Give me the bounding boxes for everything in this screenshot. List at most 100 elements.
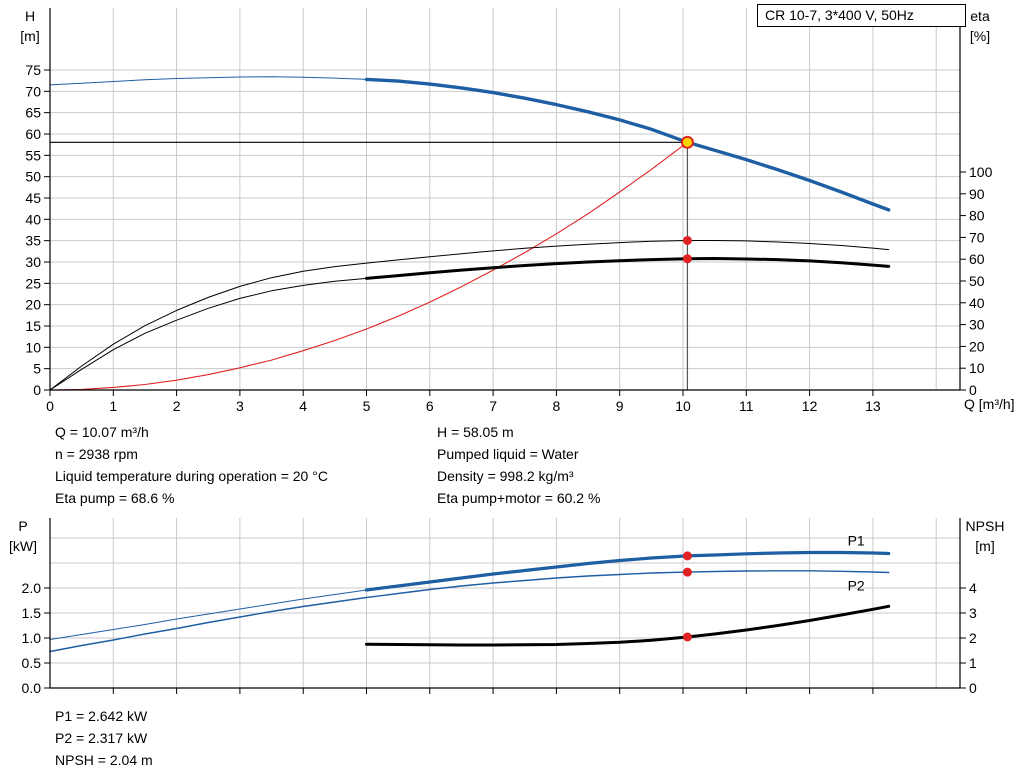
info-eta-pump-motor: Eta pump+motor = 60.2 %	[437, 490, 601, 506]
info-p2: P2 = 2.317 kW	[55, 730, 148, 746]
p1-point	[682, 551, 692, 561]
duty-info-right: H = 58.05 m Pumped liquid = Water Densit…	[437, 421, 600, 509]
x-tick-label: 10	[675, 398, 691, 414]
y-right-tick-label: 40	[969, 295, 985, 311]
y-left-tick-label: 45	[25, 190, 41, 206]
x-tick-label: 12	[802, 398, 818, 414]
x-tick-label: 5	[363, 398, 371, 414]
y-left-tick-label: 1.5	[22, 605, 42, 621]
eta-pump-motor-point	[682, 254, 692, 264]
eta-pump-motor-curve	[365, 257, 891, 280]
y-left-tick-label: 0.0	[22, 680, 42, 696]
p-axis-title: P [kW]	[2, 516, 44, 556]
y-left-tick-label: 65	[25, 105, 41, 121]
p2-curve	[49, 570, 890, 653]
y-left-tick-label: 20	[25, 297, 41, 313]
x-tick-label: 0	[46, 398, 54, 414]
p-axis-name: P	[18, 518, 28, 534]
x-tick-label: 3	[236, 398, 244, 414]
y-left-tick-label: 40	[25, 211, 41, 227]
y-left-tick-label: 15	[25, 318, 41, 334]
duty-info-left: Q = 10.07 m³/h n = 2938 rpm Liquid tempe…	[55, 421, 328, 509]
y-right-tick-label: 80	[969, 208, 985, 224]
info-liquid-temperature: Liquid temperature during operation = 20…	[55, 468, 328, 484]
eta-axis-name: eta	[970, 8, 990, 24]
info-speed: n = 2938 rpm	[55, 446, 138, 462]
y-left-tick-label: 1.0	[22, 630, 42, 646]
eta-pump-motor-curve-thin	[49, 275, 399, 391]
qh-curve	[364, 77, 891, 212]
y-right-tick-label: 100	[969, 164, 993, 180]
y-right-tick-label: 3	[969, 605, 977, 621]
eta-axis-title: eta [%]	[958, 6, 1002, 46]
h-axis-unit: [m]	[20, 28, 40, 44]
npsh-axis-unit: [m]	[975, 538, 995, 554]
y-left-tick-label: 5	[33, 361, 41, 377]
power-info: P1 = 2.642 kW P2 = 2.317 kW NPSH = 2.04 …	[55, 705, 153, 771]
y-right-tick-label: 30	[969, 317, 985, 333]
npsh-axis-name: NPSH	[965, 518, 1005, 534]
npsh-point	[682, 632, 692, 642]
h-axis-name: H	[24, 8, 36, 24]
y-right-tick-label: 20	[969, 338, 985, 354]
p2-point	[682, 567, 692, 577]
eta-axis-unit: [%]	[969, 28, 991, 44]
qh-eta-chart: 0 1 2 3 4 5 6 7 8 9 10 11 12 130510152025303540455055…	[25, 8, 993, 414]
p1-curve	[364, 550, 891, 592]
y-right-tick-label: 70	[969, 229, 985, 245]
x-tick-label: 8	[553, 398, 561, 414]
y-right-tick-label: 50	[969, 273, 985, 289]
q-axis-title: Q [m³/h]	[964, 396, 1015, 412]
y-right-tick-label: 2	[969, 630, 977, 646]
y-right-tick-label: 4	[969, 580, 977, 596]
p2-label: P2	[848, 578, 865, 594]
x-tick-label: 11	[739, 398, 754, 414]
y-left-tick-label: 0	[33, 382, 41, 398]
y-left-tick-label: 50	[25, 169, 41, 185]
x-tick-label: 9	[616, 398, 624, 414]
power-npsh-chart: 0.0 0.5 1.0 1.5 2.0 0 1 2 3 4 P1 P2	[22, 518, 977, 696]
p-axis-unit: [kW]	[9, 538, 37, 554]
x-tick-label: 7	[489, 398, 497, 414]
info-flow: Q = 10.07 m³/h	[55, 424, 149, 440]
y-left-tick-label: 70	[25, 83, 41, 99]
x-tick-label: 2	[173, 398, 181, 414]
pump-model-box: CR 10-7, 3*400 V, 50Hz	[757, 4, 966, 27]
y-right-tick-label: 10	[969, 360, 985, 376]
npsh-curve	[365, 604, 891, 647]
x-tick-label: 1	[109, 398, 117, 414]
info-eta-pump: Eta pump = 68.6 %	[55, 490, 175, 506]
p1-curve-thin	[49, 585, 399, 640]
system-curve	[49, 141, 688, 391]
y-left-tick-label: 60	[25, 126, 41, 142]
y-left-tick-label: 25	[25, 275, 41, 291]
y-right-tick-label: 0	[969, 382, 977, 398]
y-right-tick-label: 1	[969, 655, 977, 671]
y-left-tick-label: 35	[25, 233, 41, 249]
y-left-tick-label: 55	[25, 147, 41, 163]
h-axis-title: H [m]	[10, 6, 50, 46]
y-left-tick-label: 75	[25, 62, 41, 78]
eta-pump-point	[682, 235, 692, 245]
y-left-tick-label: 0.5	[22, 655, 42, 671]
y-right-tick-label: 90	[969, 186, 985, 202]
x-tick-label: 13	[865, 398, 881, 414]
y-left-tick-label: 30	[25, 254, 41, 270]
info-head: H = 58.05 m	[437, 424, 514, 440]
info-density: Density = 998.2 kg/m³	[437, 468, 574, 484]
info-pumped-liquid: Pumped liquid = Water	[437, 446, 579, 462]
x-tick-label: 4	[299, 398, 307, 414]
info-p1: P1 = 2.642 kW	[55, 708, 148, 724]
duty-point	[680, 135, 694, 149]
y-right-tick-label: 0	[969, 680, 977, 696]
p1-label: P1	[848, 533, 865, 549]
y-left-tick-label: 10	[25, 339, 41, 355]
info-npsh: NPSH = 2.04 m	[55, 752, 153, 768]
npsh-axis-title: NPSH [m]	[960, 516, 1010, 556]
x-tick-label: 6	[426, 398, 434, 414]
qh-curve-thin	[49, 76, 399, 86]
eta-pump-curve	[49, 240, 890, 391]
y-right-tick-label: 60	[969, 251, 985, 267]
